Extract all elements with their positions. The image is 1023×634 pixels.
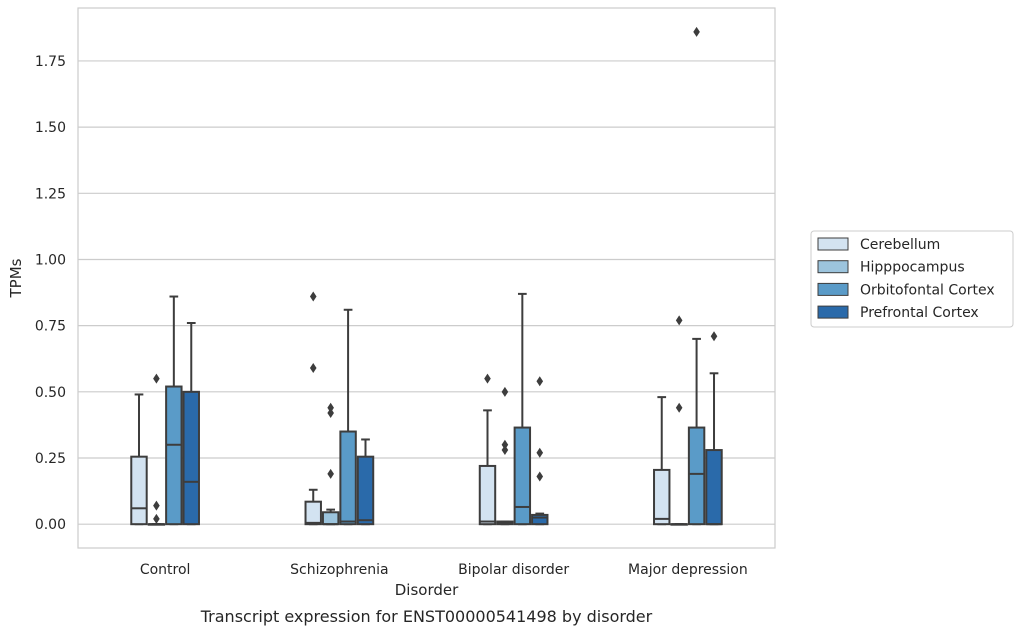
legend-entry: Hipppocampus [860, 260, 965, 276]
x-axis-label: Disorder [395, 581, 459, 599]
box-iqr [705, 449, 723, 526]
y-tick-label: 1.25 [35, 186, 66, 202]
y-tick-label: 0.75 [35, 319, 66, 335]
legend-frame [810, 230, 1014, 328]
plot-frame [77, 7, 776, 549]
outlier-point [327, 408, 334, 418]
legend: Cerebellum Hipppocampus Orbitofontal Corte… [810, 230, 1014, 328]
y-tick-label: 1.75 [35, 54, 66, 70]
box-iqr [513, 426, 532, 526]
y-axis-label: TPMs [7, 258, 25, 298]
box-iqr [531, 513, 549, 526]
y-tick-labels: 0.00 0.25 0.50 0.75 1.00 1.25 1.50 1.75 [35, 54, 66, 533]
box [687, 26, 706, 526]
outlier-point [309, 291, 317, 302]
y-tick-label: 0.25 [35, 451, 66, 467]
legend-swatch [817, 237, 849, 251]
box [705, 331, 723, 526]
outlier-point [501, 439, 509, 450]
legend-entry: Orbitofontal Cortex [860, 282, 995, 298]
outlier-point [153, 500, 160, 511]
outlier-point [309, 363, 317, 373]
outlier-point [153, 513, 160, 524]
y-tick-label: 0.50 [35, 385, 66, 401]
box-iqr [321, 511, 340, 526]
y-tick-label: 1.50 [35, 120, 66, 136]
box [130, 393, 148, 526]
box [147, 373, 166, 526]
outlier-point [327, 402, 334, 413]
outlier-point [327, 468, 334, 479]
x-tick-labels: Control Schizophrenia Bipolar disorder Majo… [140, 562, 748, 578]
chart-caption: Transcript expression for ENST0000054149… [200, 607, 653, 626]
box [356, 438, 375, 526]
outlier-point [693, 26, 700, 37]
box-iqr [653, 468, 671, 526]
box [513, 292, 532, 526]
x-tick-label: Major depression [628, 562, 748, 578]
box-iqr [339, 430, 357, 526]
x-tick-label: Control [140, 562, 191, 578]
x-tick-label: Bipolar disorder [458, 562, 569, 578]
outlier-point [710, 331, 718, 342]
outlier-point [536, 447, 544, 458]
outlier-point [501, 386, 509, 397]
box [182, 322, 200, 526]
box-iqr [478, 464, 497, 526]
legend-entry: Prefrontal Cortex [860, 305, 979, 321]
legend-swatch [817, 282, 849, 296]
box [496, 386, 514, 526]
outlier-point [675, 402, 683, 413]
box-iqr [356, 455, 375, 526]
outlier-point [675, 315, 683, 326]
outlier-point [501, 445, 509, 456]
box [478, 373, 497, 526]
outlier-point [536, 471, 544, 482]
boxes [130, 26, 723, 526]
x-tick-label: Schizophrenia [290, 562, 388, 578]
legend-swatch [817, 305, 849, 319]
box [653, 396, 671, 526]
box-iqr [304, 500, 322, 526]
legend-swatch [817, 260, 849, 274]
box [339, 308, 357, 526]
box-iqr [687, 426, 706, 526]
legend-entry: Cerebellum [860, 237, 940, 253]
box [165, 295, 183, 526]
outlier-point [484, 373, 491, 384]
box [670, 315, 688, 526]
box-iqr [130, 455, 148, 526]
box [304, 291, 322, 526]
box-iqr [182, 390, 200, 526]
box [531, 376, 549, 526]
outlier-point [153, 373, 160, 384]
box [321, 402, 340, 526]
box-iqr [165, 385, 183, 526]
y-tick-label: 1.00 [35, 252, 66, 268]
outlier-point [536, 376, 544, 387]
y-tick-label: 0.00 [35, 517, 66, 533]
